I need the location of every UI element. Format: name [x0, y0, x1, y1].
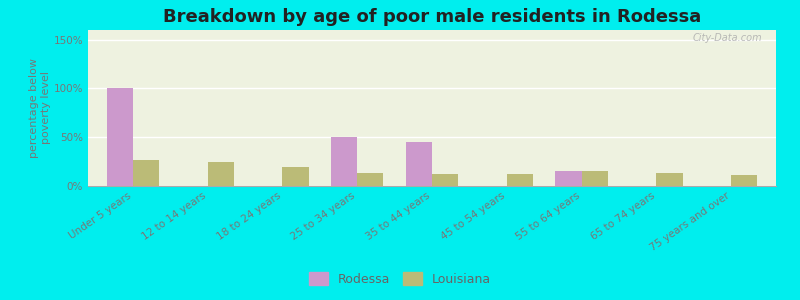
- Bar: [358, 173, 383, 186]
- Title: Breakdown by age of poor male residents in Rodessa: Breakdown by age of poor male residents …: [163, 8, 701, 26]
- Bar: [555, 171, 582, 186]
- Y-axis label: percentage below
poverty level: percentage below poverty level: [29, 58, 50, 158]
- Bar: [133, 160, 159, 186]
- Bar: [331, 137, 358, 186]
- Bar: [656, 173, 682, 186]
- Bar: [406, 142, 432, 186]
- Bar: [731, 175, 758, 186]
- Bar: [282, 167, 309, 186]
- Bar: [208, 162, 234, 186]
- Legend: Rodessa, Louisiana: Rodessa, Louisiana: [304, 267, 496, 291]
- Bar: [106, 88, 133, 186]
- Bar: [506, 174, 533, 186]
- Bar: [432, 174, 458, 186]
- Text: City-Data.com: City-Data.com: [693, 33, 762, 43]
- Bar: [582, 171, 608, 186]
